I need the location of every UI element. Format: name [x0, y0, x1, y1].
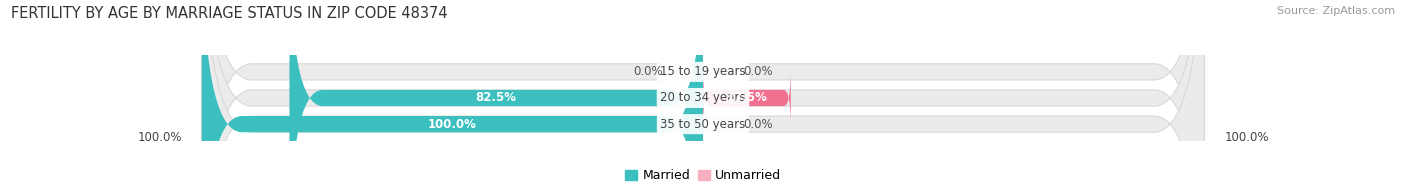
Text: Source: ZipAtlas.com: Source: ZipAtlas.com [1277, 6, 1395, 16]
FancyBboxPatch shape [201, 0, 703, 196]
Text: 0.0%: 0.0% [744, 65, 773, 78]
Text: 17.5%: 17.5% [727, 92, 768, 104]
Text: 100.0%: 100.0% [138, 131, 181, 144]
Text: 35 to 50 years: 35 to 50 years [661, 118, 745, 131]
Text: 15 to 19 years: 15 to 19 years [661, 65, 745, 78]
FancyBboxPatch shape [703, 70, 790, 126]
Text: 100.0%: 100.0% [427, 118, 477, 131]
Text: 100.0%: 100.0% [1225, 131, 1268, 144]
Text: 20 to 34 years: 20 to 34 years [661, 92, 745, 104]
Text: FERTILITY BY AGE BY MARRIAGE STATUS IN ZIP CODE 48374: FERTILITY BY AGE BY MARRIAGE STATUS IN Z… [11, 6, 449, 21]
FancyBboxPatch shape [290, 0, 703, 196]
Legend: Married, Unmarried: Married, Unmarried [624, 169, 782, 182]
Text: 0.0%: 0.0% [744, 118, 773, 131]
Text: 0.0%: 0.0% [633, 65, 662, 78]
FancyBboxPatch shape [201, 0, 1205, 196]
FancyBboxPatch shape [201, 0, 1205, 196]
FancyBboxPatch shape [201, 0, 1205, 196]
Text: 82.5%: 82.5% [475, 92, 517, 104]
